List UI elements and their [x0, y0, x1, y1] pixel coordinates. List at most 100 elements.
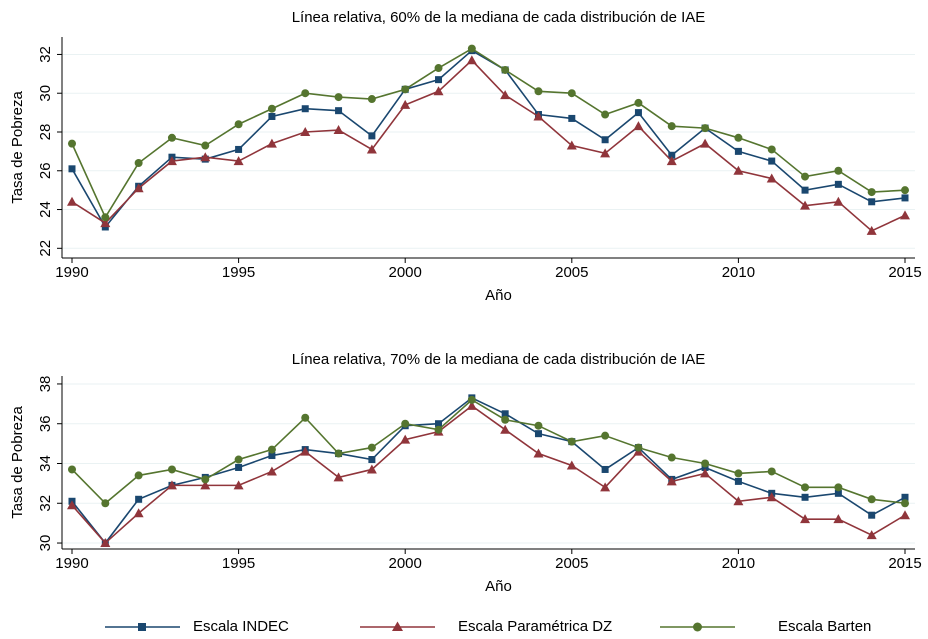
marker [133, 508, 144, 518]
x-tick-label: 2010 [722, 264, 755, 281]
marker [833, 196, 844, 206]
legend: Escala INDEC Escala Paramétrica DZ Escal… [105, 618, 871, 635]
x-tick-label: 2000 [389, 264, 422, 281]
marker [767, 145, 776, 154]
marker [235, 463, 243, 471]
marker [335, 107, 343, 115]
x-tick-label: 2000 [389, 555, 422, 572]
marker [834, 180, 842, 188]
marker [67, 465, 76, 474]
marker [368, 132, 376, 140]
marker [235, 145, 243, 153]
series-line [71, 59, 906, 232]
x-tick-label: 1995 [222, 264, 255, 281]
marker [435, 420, 443, 428]
marker [301, 413, 310, 422]
marker [534, 87, 543, 96]
marker [633, 121, 644, 131]
marker [268, 452, 276, 460]
marker [501, 415, 510, 424]
marker [834, 166, 843, 175]
marker [567, 89, 576, 98]
marker [167, 465, 176, 474]
marker [701, 459, 710, 468]
marker [301, 89, 310, 98]
marker [768, 157, 776, 165]
marker [434, 64, 443, 73]
marker [234, 120, 243, 129]
x-axis-label: Año [485, 578, 512, 595]
legend-label: Escala Barten [778, 618, 871, 635]
y-tick-label: 28 [37, 124, 54, 141]
marker [801, 172, 810, 181]
marker [134, 159, 143, 168]
legend-marker [138, 623, 146, 631]
marker [733, 496, 744, 506]
marker [467, 44, 476, 53]
marker [534, 421, 543, 430]
y-axis-label: Tasa de Pobreza [9, 91, 26, 204]
marker [200, 152, 211, 162]
marker [67, 139, 76, 148]
marker [734, 469, 743, 478]
marker [800, 200, 811, 210]
x-tick-label: 2015 [888, 555, 921, 572]
marker [301, 105, 309, 113]
marker [834, 489, 842, 497]
marker [801, 493, 809, 501]
marker [701, 124, 710, 133]
marker [300, 446, 311, 456]
marker [201, 475, 210, 484]
plot: Línea relativa, 70% de la mediana de cad… [9, 351, 922, 595]
marker [400, 99, 411, 109]
marker [466, 400, 477, 410]
marker [367, 95, 376, 104]
marker [833, 514, 844, 524]
y-tick-label: 38 [37, 376, 54, 393]
marker [734, 477, 742, 485]
marker [533, 448, 544, 458]
marker [567, 437, 576, 446]
series-line [71, 404, 906, 545]
marker [634, 109, 642, 117]
chart-title: Línea relativa, 60% de la mediana de cad… [292, 9, 706, 26]
marker [66, 500, 77, 510]
marker [601, 136, 609, 144]
marker [201, 141, 210, 150]
marker [266, 138, 277, 148]
marker [234, 455, 243, 464]
marker [634, 443, 643, 452]
marker [568, 114, 576, 122]
marker [900, 510, 911, 520]
x-tick-label: 2015 [888, 264, 921, 281]
marker [734, 133, 743, 142]
marker [166, 480, 177, 490]
y-tick-label: 32 [37, 495, 54, 512]
marker [834, 483, 843, 492]
x-tick-label: 2005 [555, 264, 588, 281]
marker [733, 165, 744, 175]
marker [668, 151, 676, 159]
y-tick-label: 36 [37, 415, 54, 432]
marker [801, 186, 809, 194]
marker [868, 198, 876, 206]
marker [68, 165, 76, 173]
marker [368, 456, 376, 464]
marker [666, 476, 677, 486]
series-line [71, 398, 906, 505]
marker [466, 55, 477, 65]
marker [601, 431, 610, 440]
marker [600, 482, 611, 492]
marker [101, 213, 110, 222]
plot: Línea relativa, 60% de la mediana de cad… [9, 9, 922, 304]
marker [135, 495, 143, 503]
x-tick-label: 1995 [222, 555, 255, 572]
marker [534, 430, 542, 438]
x-tick-label: 1990 [55, 555, 88, 572]
marker [268, 112, 276, 120]
marker [601, 110, 610, 119]
marker [200, 480, 211, 490]
legend-label: Escala Paramétrica DZ [458, 618, 612, 635]
marker [767, 467, 776, 476]
